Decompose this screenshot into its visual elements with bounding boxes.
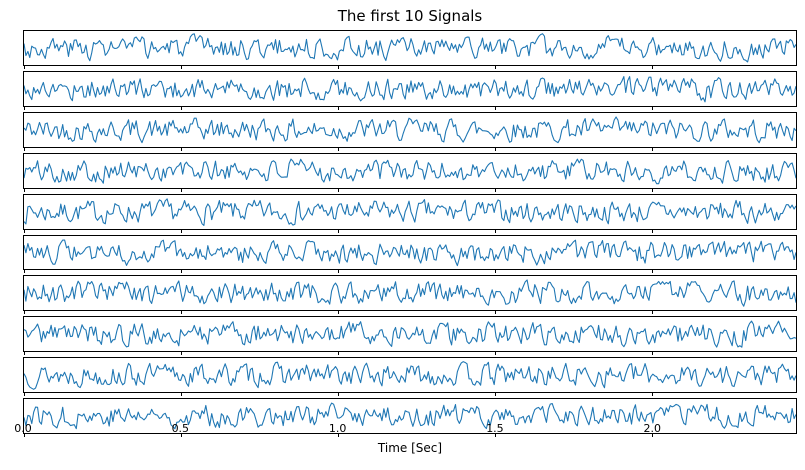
x-tick-label: 0.0 (14, 422, 32, 435)
x-tick-mark (24, 65, 25, 69)
x-tick-mark (651, 434, 653, 438)
x-tick-mark (494, 106, 496, 110)
x-tick-mark (180, 65, 182, 69)
subplot (23, 111, 797, 151)
x-tick-label: 2.0 (643, 422, 662, 435)
x-tick-mark (494, 147, 496, 151)
subplot (23, 275, 797, 315)
subplot (23, 30, 797, 69)
subplot (23, 70, 797, 110)
x-tick-mark (494, 65, 496, 69)
x-tick-mark (180, 270, 182, 274)
x-tick-mark (494, 188, 496, 192)
x-tick-mark (494, 229, 496, 233)
x-tick-mark (180, 352, 182, 356)
subplot (23, 357, 797, 397)
x-tick-mark (494, 393, 496, 397)
signal-plot (24, 239, 796, 266)
x-tick-mark (651, 393, 653, 397)
x-tick-mark (651, 65, 653, 69)
x-tick-mark (651, 270, 653, 274)
x-tick-mark (24, 434, 25, 438)
signal-plot (24, 158, 796, 184)
signal-trace (24, 75, 796, 103)
x-tick-mark (651, 352, 653, 356)
x-tick-mark (180, 229, 182, 233)
x-tick-mark (651, 188, 653, 192)
signal-trace (24, 33, 796, 63)
signal-plot (24, 116, 796, 144)
signal-trace (24, 279, 796, 308)
x-tick-mark (337, 229, 339, 233)
x-tick-mark (24, 188, 25, 192)
subplot (23, 193, 797, 233)
x-tick-mark (24, 270, 25, 274)
x-tick-mark (180, 434, 182, 438)
plot-area (23, 30, 797, 438)
signal-plot (24, 402, 796, 430)
x-tick-mark (180, 147, 182, 151)
x-tick-mark (494, 434, 496, 438)
signal-trace (24, 402, 796, 430)
x-tick-mark (337, 65, 339, 69)
x-tick-mark (180, 106, 182, 110)
x-axis-ticks: 0.0 0.5 1.0 1.5 2.0 (14, 422, 797, 436)
x-axis-label: Time [Sec] (377, 441, 443, 455)
x-tick-mark (24, 229, 25, 233)
signal-plot (24, 33, 796, 63)
x-tick-label: 0.5 (171, 422, 190, 435)
x-tick-mark (337, 434, 339, 438)
signal-plot (24, 361, 796, 391)
x-tick-mark (337, 147, 339, 151)
subplot (23, 152, 797, 192)
signal-plot (24, 320, 796, 349)
x-tick-mark (494, 352, 496, 356)
signal-trace (24, 158, 796, 184)
subplot (23, 398, 797, 438)
x-tick-mark (337, 270, 339, 274)
x-tick-mark (24, 311, 25, 315)
signal-trace (24, 320, 796, 349)
x-tick-mark (337, 311, 339, 315)
signal-plot (24, 75, 796, 103)
x-tick-mark (337, 188, 339, 192)
signal-plot (24, 279, 796, 308)
x-tick-mark (651, 147, 653, 151)
x-tick-mark (651, 229, 653, 233)
x-tick-mark (24, 106, 25, 110)
x-tick-label: 1.5 (486, 422, 504, 435)
x-tick-mark (24, 393, 25, 397)
x-tick-mark (337, 106, 339, 110)
x-tick-mark (180, 188, 182, 192)
x-tick-mark (24, 147, 25, 151)
x-tick-mark (651, 311, 653, 315)
subplot (23, 234, 797, 274)
x-tick-mark (180, 311, 182, 315)
subplot (23, 316, 797, 356)
signal-trace (24, 361, 796, 391)
x-tick-mark (651, 106, 653, 110)
x-tick-mark (337, 393, 339, 397)
chart-title: The first 10 Signals (337, 7, 483, 25)
signal-trace (24, 116, 796, 144)
signal-plot (24, 197, 796, 226)
signal-trace (24, 197, 796, 226)
x-tick-mark (494, 270, 496, 274)
x-tick-label: 1.0 (328, 422, 347, 435)
x-tick-mark (337, 352, 339, 356)
x-tick-mark (24, 352, 25, 356)
x-tick-mark (180, 393, 182, 397)
x-tick-mark (494, 311, 496, 315)
signal-trace (24, 239, 796, 266)
